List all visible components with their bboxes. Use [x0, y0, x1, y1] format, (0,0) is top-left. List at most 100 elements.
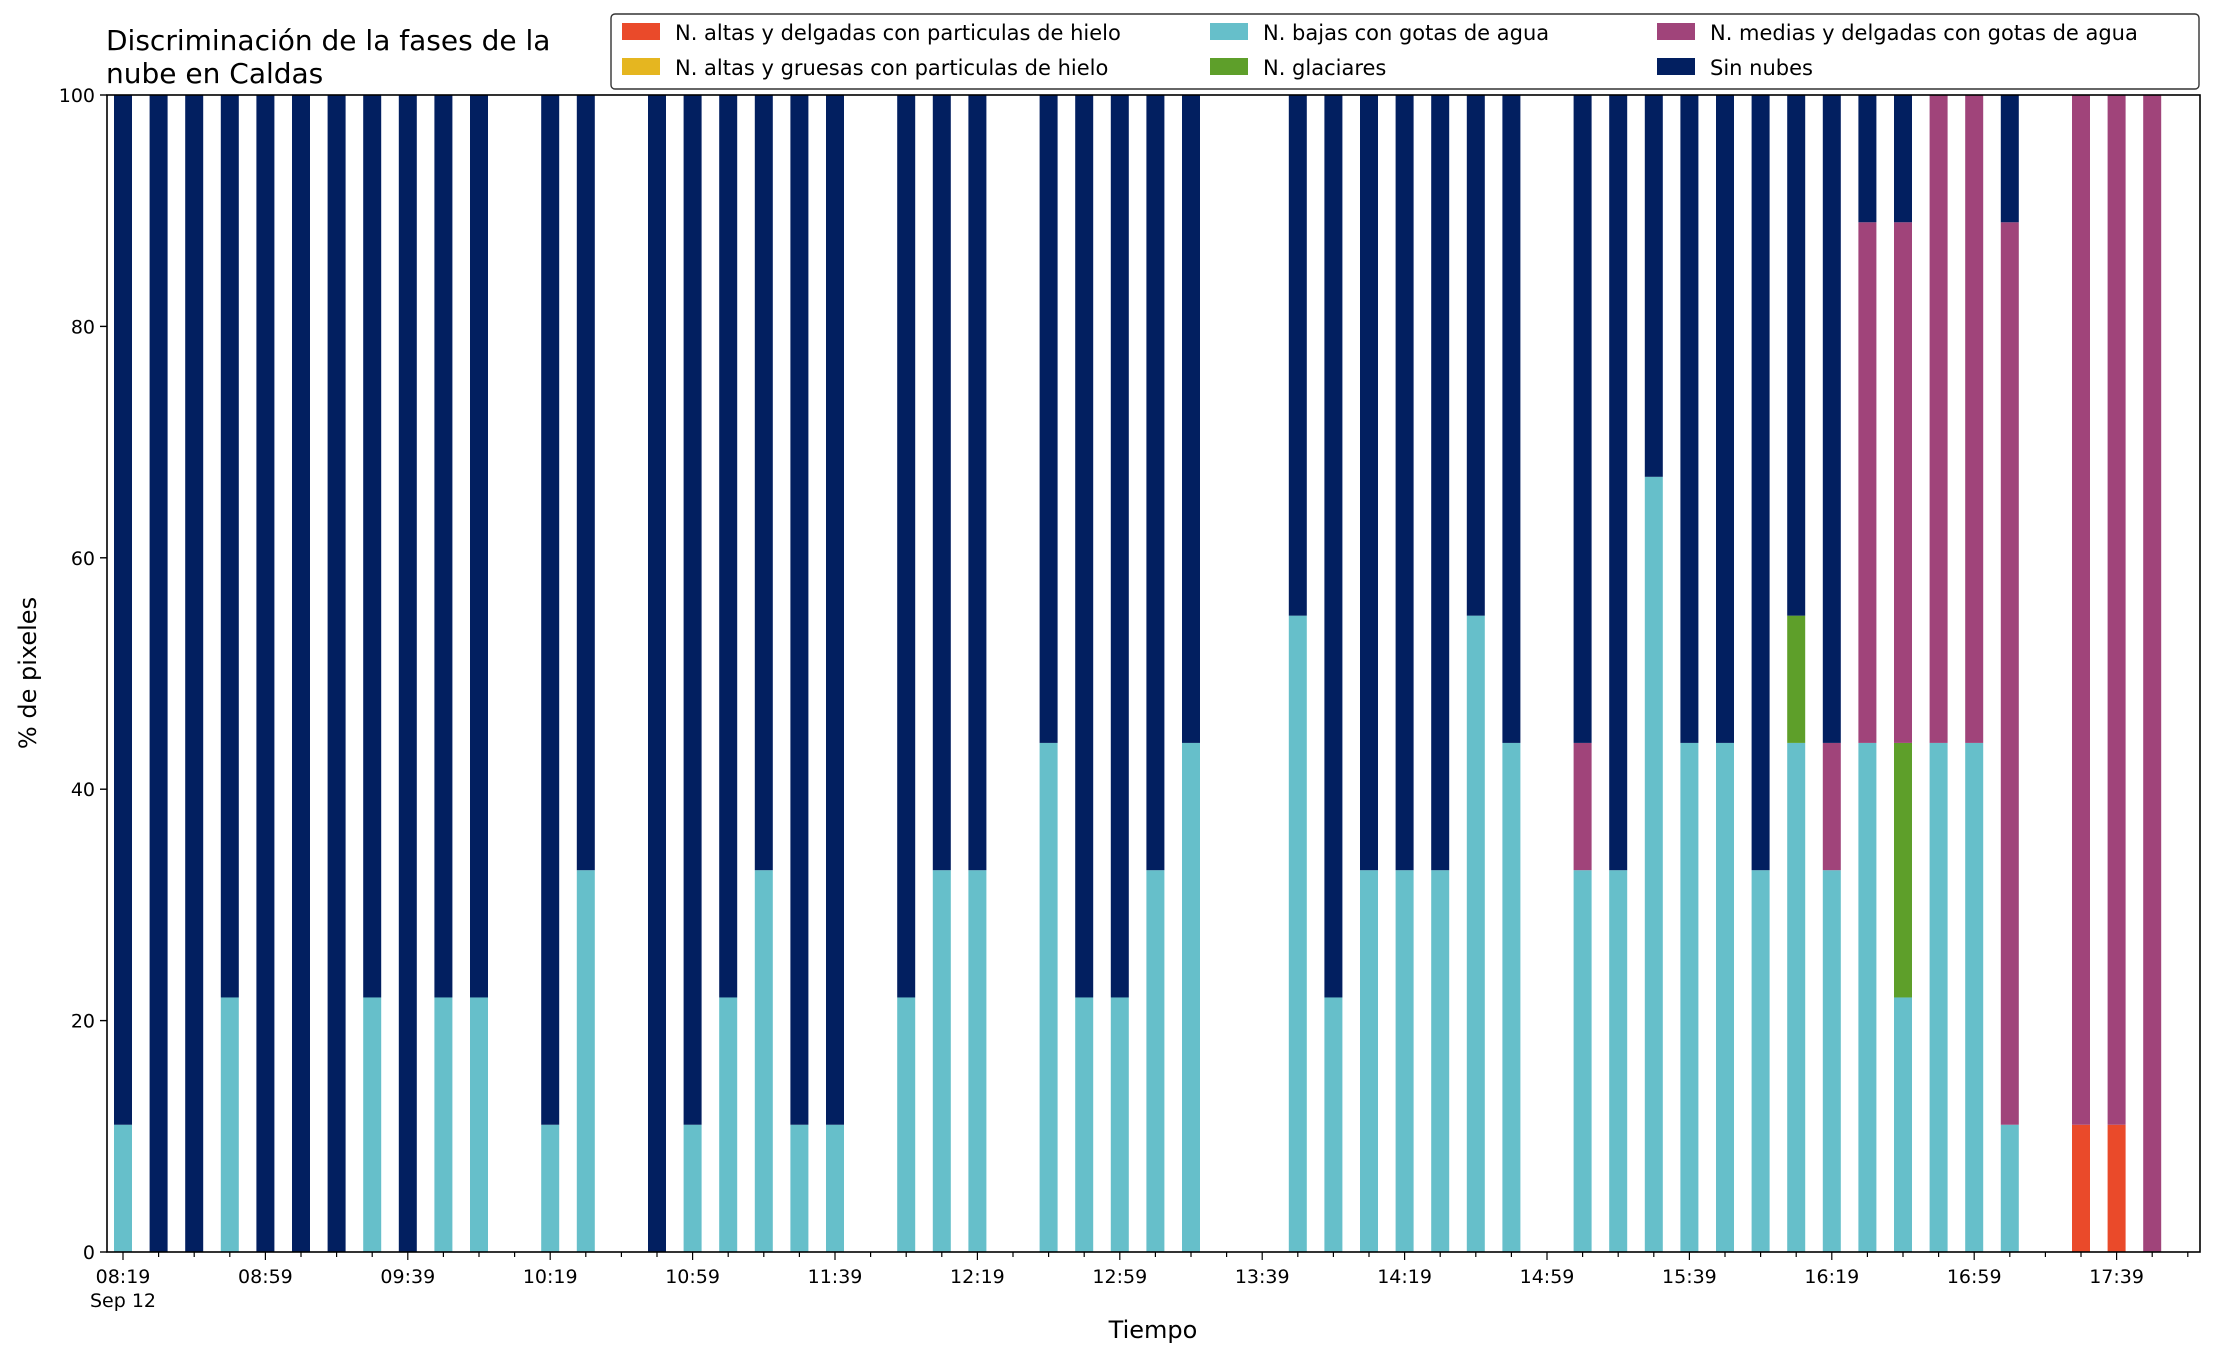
bar-segment-0959-s2: [470, 997, 488, 1252]
bar-segment-1709-s2: [2000, 1124, 2019, 1252]
x-tick-label: 16:19: [1804, 1266, 1859, 1288]
y-tick-label: 100: [59, 85, 95, 107]
bar-segment-1419-s5: [1395, 95, 1414, 871]
bar-segment-1549-s5: [1716, 95, 1734, 743]
bar-segment-1309-s5: [1146, 95, 1165, 871]
chart-title-line-2: nube en Caldas: [106, 57, 323, 90]
bar-segment-1409-s2: [1360, 870, 1378, 1252]
bar-segment-1509-s2: [1573, 870, 1592, 1252]
legend-swatch: [1657, 23, 1695, 40]
bar-segment-1749-s4: [2143, 95, 2162, 1252]
bar-segment-1559-s2: [1751, 870, 1770, 1252]
bar-segment-1619-s4: [1822, 742, 1841, 871]
bar-segment-1609-s5: [1787, 95, 1806, 616]
bar-segment-1219-s5: [968, 95, 987, 871]
bar-segment-1019-s2: [541, 1124, 560, 1252]
legend-label: N. bajas con gotas de agua: [1263, 21, 1549, 45]
x-tick-label: 10:19: [523, 1266, 578, 1288]
legend-frame: [610, 13, 2200, 90]
bar-segment-1359-s5: [1324, 95, 1343, 998]
legend-swatch: [1210, 58, 1248, 75]
bars-layer: [114, 95, 2162, 1252]
bar-segment-1119-s5: [754, 95, 773, 871]
x-tick-label: 17:39: [2089, 1266, 2144, 1288]
bar-segment-1549-s2: [1716, 742, 1734, 1252]
bar-segment-1539-s2: [1680, 742, 1699, 1252]
bar-segment-1129-s2: [790, 1124, 809, 1252]
bar-segment-0829-s5: [149, 95, 168, 1252]
legend-label: Sin nubes: [1710, 56, 1813, 80]
x-tick-label: 13:39: [1235, 1266, 1290, 1288]
x-tick-label: 14:19: [1377, 1266, 1432, 1288]
bar-segment-1629-s2: [1858, 742, 1877, 1252]
y-tick-label: 40: [71, 779, 95, 801]
bar-segment-1729-s4: [2072, 95, 2090, 1125]
bar-segment-1739-s4: [2107, 95, 2126, 1125]
bar-segment-0909-s5: [292, 95, 310, 1252]
y-tick-label: 60: [71, 548, 95, 570]
x-tick-label: 10:59: [665, 1266, 720, 1288]
bar-segment-0819-s2: [114, 1124, 132, 1252]
bar-segment-1159-s2: [897, 997, 916, 1252]
bar-segment-1639-s3: [1894, 742, 1912, 998]
bar-segment-1259-s2: [1110, 997, 1129, 1252]
bar-segment-1629-s5: [1858, 95, 1877, 223]
x-tick-label: 12:59: [1092, 1266, 1147, 1288]
legend-swatch: [1210, 23, 1248, 40]
bar-segment-1059-s2: [683, 1124, 702, 1252]
bar-segment-1519-s2: [1609, 870, 1628, 1252]
legend-label: N. medias y delgadas con gotas de agua: [1710, 21, 2138, 45]
legend-swatch: [622, 23, 660, 40]
chart-title-line-1: Discriminación de la fases de la: [106, 24, 550, 57]
bar-segment-1359-s2: [1324, 997, 1343, 1252]
legend-swatch: [622, 58, 660, 75]
bar-segment-1239-s2: [1039, 742, 1058, 1252]
bar-segment-1529-s2: [1644, 476, 1663, 1252]
bar-segment-1249-s2: [1075, 997, 1094, 1252]
bar-segment-1209-s5: [932, 95, 951, 871]
bar-segment-1439-s5: [1466, 95, 1485, 616]
bar-segment-1519-s5: [1609, 95, 1628, 871]
bar-segment-1639-s5: [1894, 95, 1912, 223]
bar-segment-1639-s4: [1894, 222, 1912, 743]
x-tick-label: 16:59: [1947, 1266, 2002, 1288]
bar-segment-1409-s5: [1360, 95, 1378, 871]
bar-segment-1159-s5: [897, 95, 916, 998]
bar-segment-1029-s2: [576, 870, 595, 1252]
x-tick-label: 15:39: [1662, 1266, 1717, 1288]
bar-segment-1109-s2: [719, 997, 738, 1252]
bar-segment-1309-s2: [1146, 870, 1165, 1252]
bar-segment-0959-s5: [470, 95, 488, 998]
x-tick-label: 08:19: [96, 1266, 151, 1288]
bar-segment-1709-s4: [2000, 222, 2019, 1125]
bar-segment-1239-s5: [1039, 95, 1058, 743]
bar-segment-1429-s5: [1431, 95, 1450, 871]
bar-segment-1319-s2: [1182, 742, 1200, 1252]
bar-segment-1529-s5: [1644, 95, 1663, 477]
bar-segment-0859-s5: [256, 95, 275, 1252]
bar-segment-0849-s5: [220, 95, 239, 998]
bar-segment-1029-s5: [576, 95, 595, 871]
bar-segment-0929-s5: [363, 95, 382, 998]
bar-segment-1709-s5: [2000, 95, 2019, 223]
legend-label: N. altas y delgadas con particulas de hi…: [675, 21, 1121, 45]
bar-segment-1349-s5: [1288, 95, 1307, 616]
bar-segment-0919-s5: [327, 95, 346, 1252]
x-tick-label: 11:39: [808, 1266, 863, 1288]
bar-segment-0819-s5: [114, 95, 132, 1125]
x-tick-label: 12:19: [950, 1266, 1005, 1288]
legend: N. altas y delgadas con particulas de hi…: [610, 13, 2200, 90]
bar-segment-1729-s0: [2072, 1124, 2090, 1252]
y-tick-label: 20: [71, 1011, 95, 1033]
bar-segment-1619-s5: [1822, 95, 1841, 743]
x-tick-label: 09:39: [380, 1266, 435, 1288]
plot-frame: [106, 94, 2201, 1253]
bar-segment-1259-s5: [1110, 95, 1129, 998]
bar-segment-1539-s5: [1680, 95, 1699, 743]
x-axis: 08:19 08:59 09:39 10:19 10:59 11:39 12:19 12:59…: [96, 1252, 2189, 1288]
bar-segment-1739-s0: [2107, 1124, 2126, 1252]
bar-segment-1129-s5: [790, 95, 809, 1125]
bar-segment-1509-s5: [1573, 95, 1592, 743]
bar-segment-1429-s2: [1431, 870, 1450, 1252]
